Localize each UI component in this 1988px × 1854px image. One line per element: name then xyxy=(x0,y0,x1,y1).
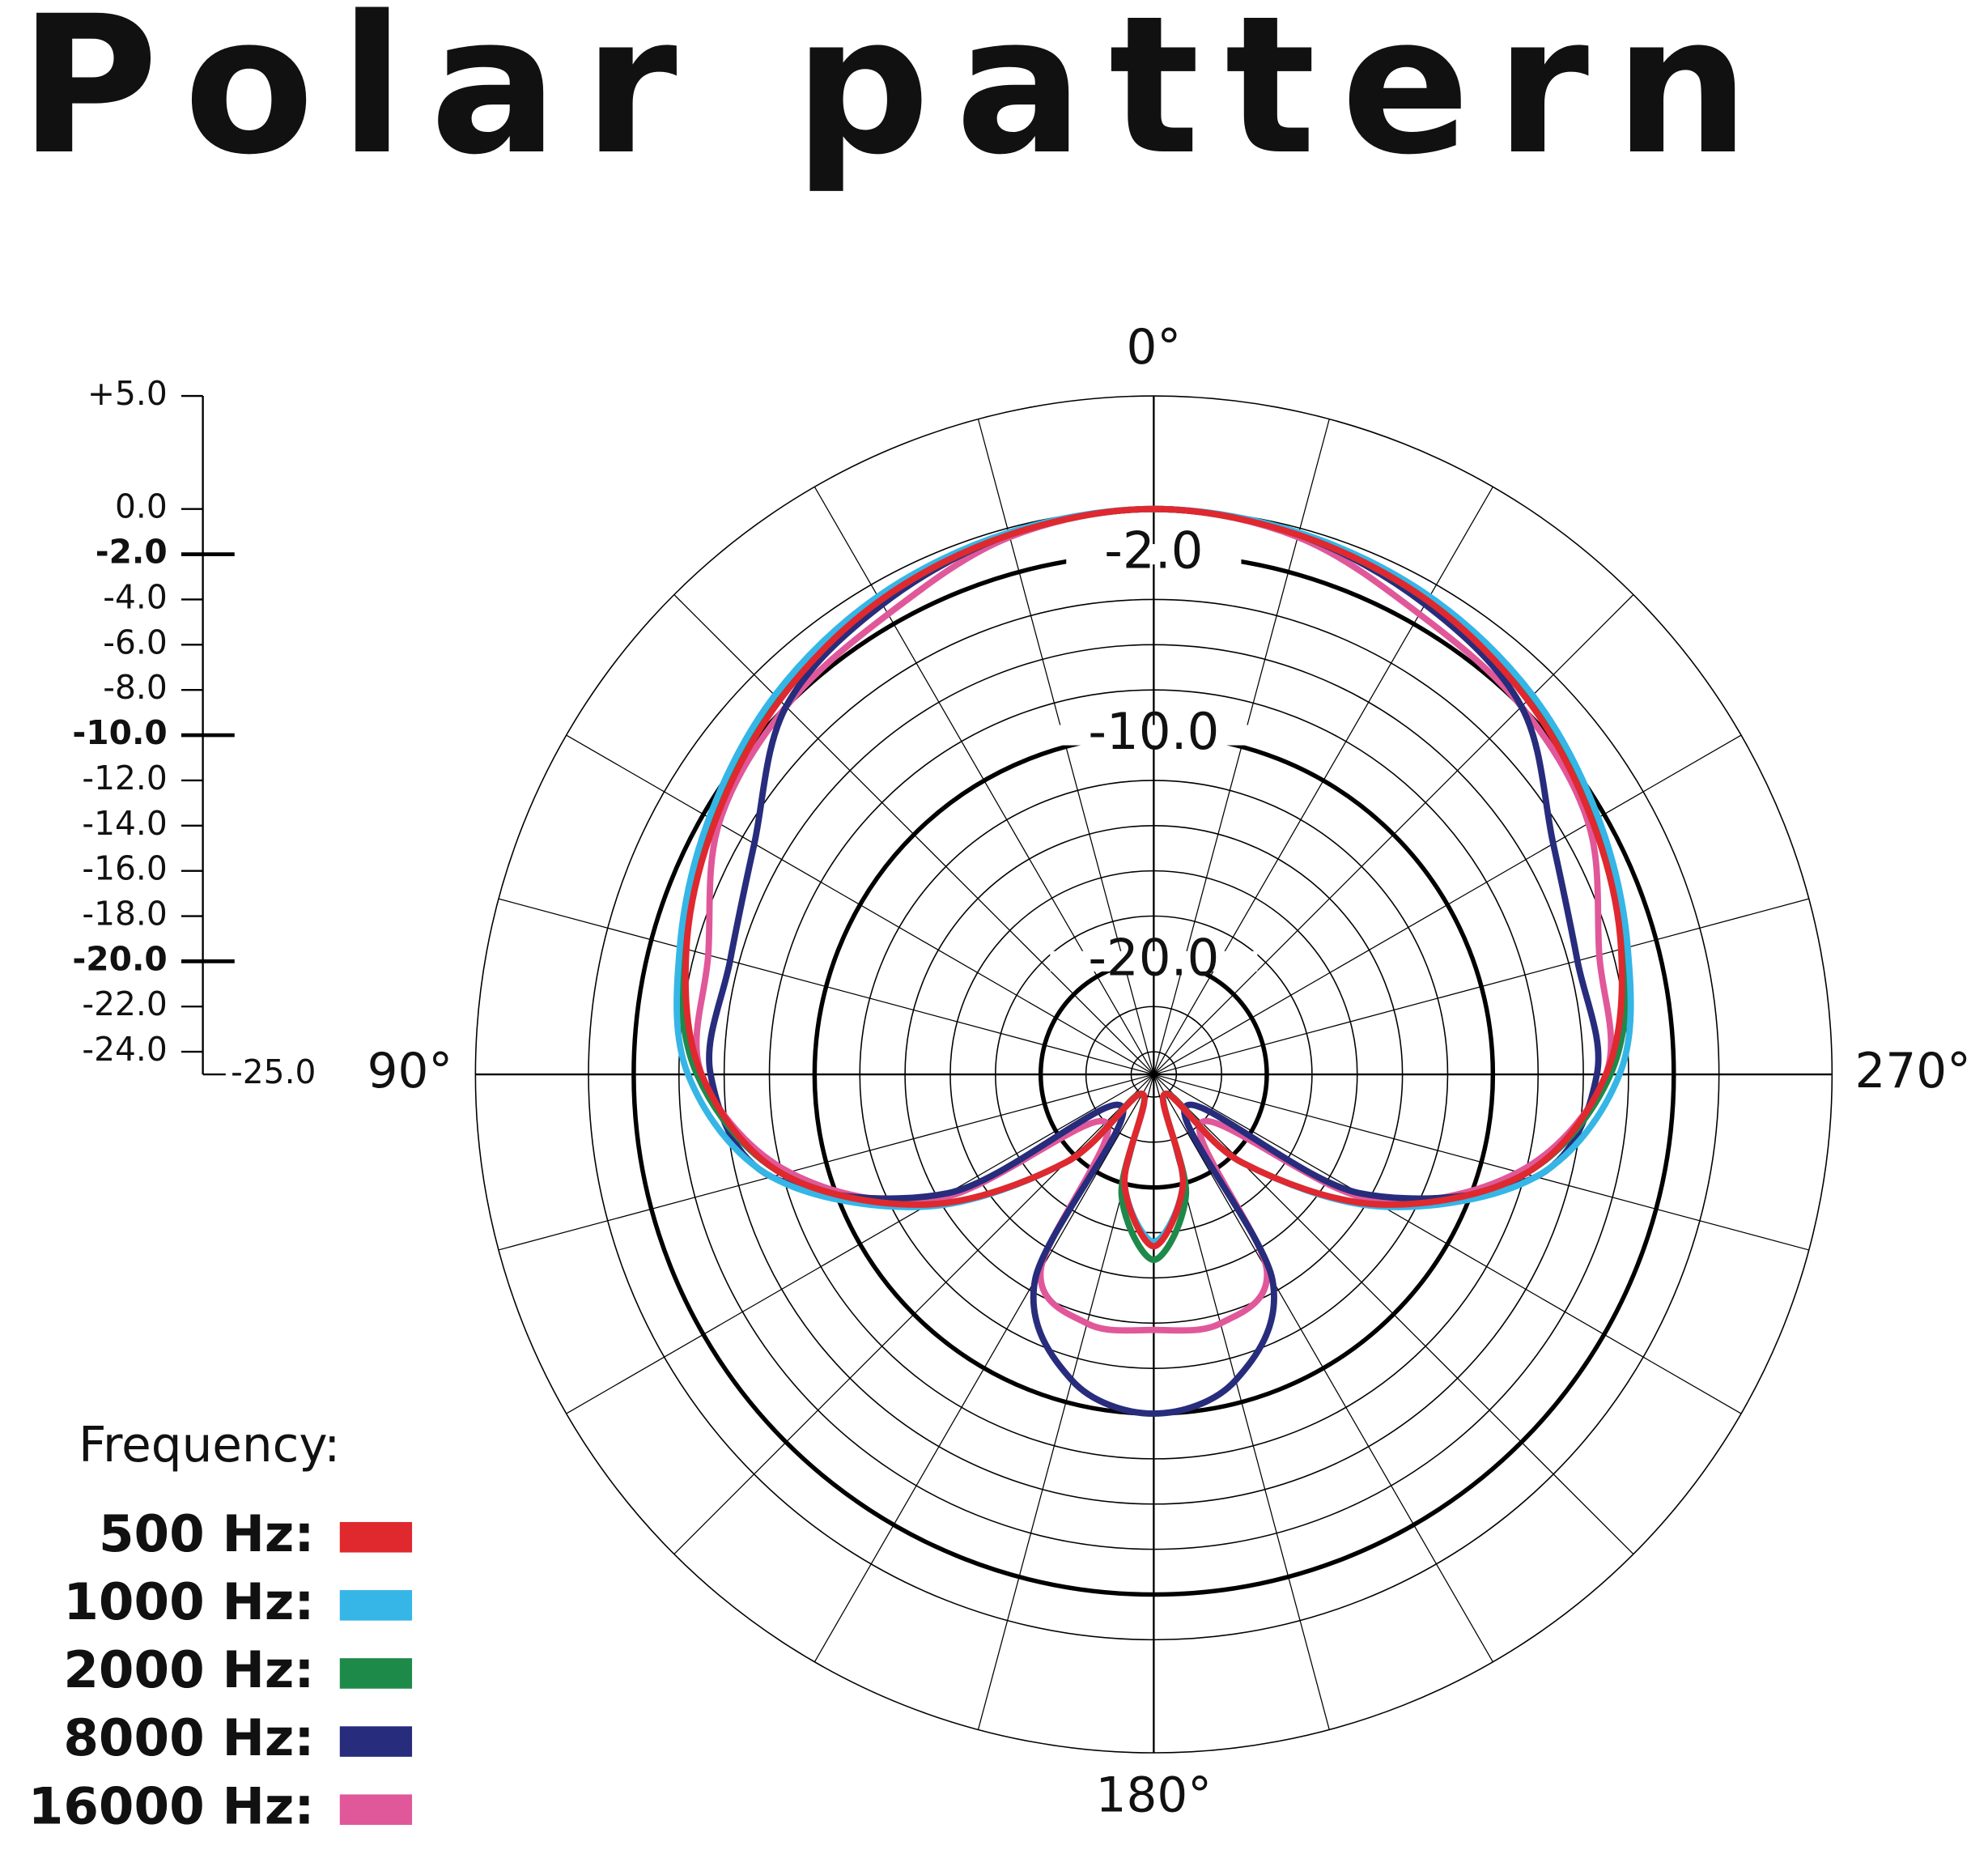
r-tick-label: -16.0 xyxy=(82,849,167,888)
theta-label: 0° xyxy=(1127,320,1182,376)
ring-grid-line xyxy=(995,915,1313,1234)
ring-label-group: -20.0 xyxy=(1050,928,1258,987)
ring-grid-line xyxy=(723,644,1584,1505)
legend-title: Frequency: xyxy=(79,1418,340,1473)
r-tick-label: -10.0 xyxy=(72,713,167,752)
ring-label-group: -2.0 xyxy=(1066,521,1242,580)
theta-label: 270° xyxy=(1855,1044,1971,1099)
ring-grid-line xyxy=(678,598,1629,1550)
ring-grid-line xyxy=(1085,1006,1222,1143)
r-tick-label: -12.0 xyxy=(82,759,167,797)
r-tick-label: -6.0 xyxy=(103,623,167,661)
legend-swatch xyxy=(339,1658,413,1689)
r-tick-label: 0.0 xyxy=(115,487,168,526)
legend-label: 16000 Hz: xyxy=(28,1776,315,1835)
ring-grid-line xyxy=(1130,1051,1178,1098)
pattern-curve xyxy=(693,505,1615,1334)
r-tick-label: -25.0 xyxy=(231,1052,316,1091)
ring-grid-line xyxy=(904,824,1404,1325)
r-tick-label: -4.0 xyxy=(103,577,167,616)
legend-label: 8000 Hz: xyxy=(63,1708,314,1767)
ring-grid-line xyxy=(768,689,1539,1460)
ring-label: -20.0 xyxy=(1088,928,1219,987)
chart-title: Polar pattern xyxy=(19,0,1749,197)
r-tick-label: -8.0 xyxy=(103,668,167,707)
legend-label: 1000 Hz: xyxy=(63,1572,314,1631)
pattern-curve xyxy=(682,505,1625,1250)
ring-label-group: -10.0 xyxy=(1050,702,1258,761)
legend-label: 500 Hz: xyxy=(99,1504,315,1563)
r-tick-label: -18.0 xyxy=(82,895,167,933)
ring-label-bg xyxy=(1050,725,1258,746)
ring-label-bg xyxy=(1066,544,1242,565)
ring-label-bg xyxy=(1050,950,1258,972)
r-tick-label: -24.0 xyxy=(82,1030,167,1069)
pattern-curve xyxy=(673,505,1634,1245)
r-tick-label: -22.0 xyxy=(82,984,167,1023)
pattern-curve xyxy=(706,505,1602,1417)
theta-label: 180° xyxy=(1096,1768,1212,1824)
legend-swatch xyxy=(339,1521,413,1553)
legend-swatch xyxy=(339,1726,413,1757)
r-tick-label: -2.0 xyxy=(96,533,168,572)
r-tick-label: -14.0 xyxy=(82,804,167,843)
ring-label: -2.0 xyxy=(1104,521,1203,580)
legend-label: 2000 Hz: xyxy=(63,1640,314,1699)
ring-grid-line xyxy=(949,870,1358,1279)
legend-swatch xyxy=(339,1590,413,1621)
ring-grid-line xyxy=(859,780,1449,1369)
r-tick-label: +5.0 xyxy=(87,374,168,413)
legend-swatch xyxy=(339,1794,413,1825)
theta-label: 90° xyxy=(367,1044,453,1099)
ring-label: -10.0 xyxy=(1088,702,1219,761)
r-tick-label: -20.0 xyxy=(72,939,167,978)
ring-grid-line xyxy=(474,395,1833,1754)
